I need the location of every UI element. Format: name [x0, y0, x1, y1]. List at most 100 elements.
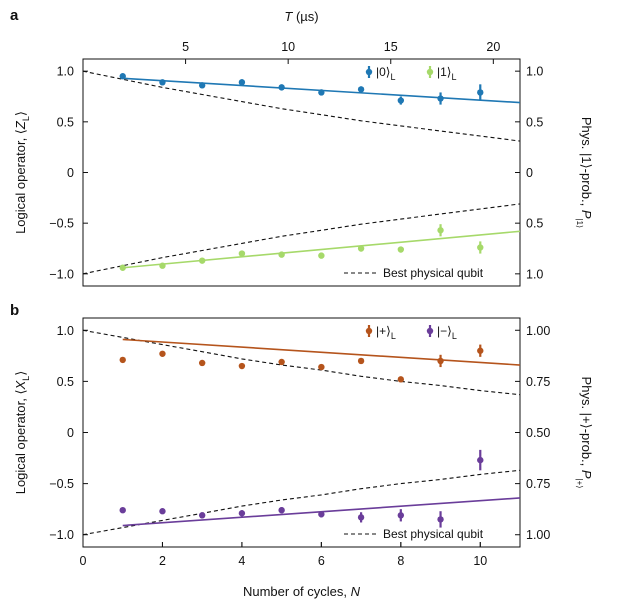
right-y-axis-label-text: Phys. |1⟩-prob., — [579, 117, 594, 210]
top-tick-label: 5 — [182, 40, 189, 54]
x-tick-label: 6 — [318, 554, 325, 568]
series-0-point — [437, 95, 444, 102]
series-1-point — [278, 506, 285, 514]
series-0-point — [159, 350, 166, 357]
y-axis-label-symbol: Z — [13, 120, 28, 130]
series-0-point — [119, 356, 126, 364]
right-y-axis-label-subscript: |+⟩ — [575, 479, 584, 489]
series-1-point — [357, 245, 365, 252]
series-0-point — [238, 79, 246, 86]
series-1-point — [159, 262, 166, 269]
right-y-tick-label: 0 — [526, 166, 533, 180]
right-y-tick-label: 0.5 — [526, 115, 543, 129]
series-0-point — [477, 347, 484, 354]
series-1-point — [238, 250, 246, 257]
series-0-point — [357, 86, 365, 93]
panel-b: b −1.0 −0.5 0 0.5 1.0 1.00 0.75 0.50 0.75 1.00 0 2 4 6… — [10, 302, 594, 599]
right-y-tick-label: 0.5 — [526, 217, 543, 231]
series-1-point — [357, 514, 365, 521]
right-y-axis-label-symbol: P — [579, 210, 594, 219]
series-1-point — [318, 252, 325, 259]
series-0-point — [318, 89, 325, 96]
series-0-point — [278, 84, 285, 91]
y-axis-label-text: Logical operator, ⟨ — [13, 129, 28, 234]
series-1-point — [159, 508, 166, 515]
x-tick-label: 0 — [80, 554, 87, 568]
y-axis-label: Logical operator, ⟨ZL⟩ — [13, 111, 31, 234]
series-0-point — [437, 357, 444, 365]
series-0-point — [397, 97, 405, 104]
x-tick-label: 2 — [159, 554, 166, 568]
legend-label: |−⟩L — [437, 324, 457, 341]
legend-label-subscript: L — [452, 331, 457, 341]
series-1-point — [477, 244, 484, 251]
x-tick-label: 4 — [238, 554, 245, 568]
series-1-point — [397, 512, 405, 519]
y-tick-label: 1.0 — [57, 65, 74, 79]
right-y-tick-label: 0.75 — [526, 477, 550, 491]
series-1-point — [278, 251, 285, 258]
series-1-point — [119, 506, 126, 514]
legend-label: |0⟩L — [376, 65, 396, 82]
y-axis-label-bracket: ⟩ — [13, 111, 28, 116]
top-tick-label: 15 — [384, 40, 398, 54]
physical-qubit-curve-lower — [82, 203, 521, 275]
y-axis-label-symbol: X — [13, 379, 28, 390]
y-tick-label: −0.5 — [49, 477, 74, 491]
legend-label-subscript: L — [391, 331, 396, 341]
y-tick-label: −0.5 — [49, 217, 74, 231]
y-tick-label: 1.0 — [57, 324, 74, 338]
legend-label-state: |+⟩ — [376, 324, 391, 338]
series-1-point — [437, 227, 444, 234]
x-axis-label-text: Number of cycles, — [243, 584, 351, 599]
right-y-axis-label-symbol: P — [579, 470, 594, 479]
legend-marker — [365, 68, 373, 76]
y-axis-label-subscript: L — [21, 376, 31, 381]
top-tick-label: 20 — [486, 40, 500, 54]
legend-physical-label: Best physical qubit — [383, 266, 484, 280]
legend-marker — [426, 327, 434, 335]
right-y-axis-label-text: Phys. |+⟩-prob., — [579, 377, 594, 470]
top-tick-label: 10 — [281, 40, 295, 54]
series-1-point — [477, 456, 484, 464]
x-axis-label-symbol: N — [351, 584, 361, 599]
series-1-point — [119, 264, 126, 271]
series-0-point — [119, 73, 126, 80]
y-tick-label: −1.0 — [49, 528, 74, 542]
series-1-fit-line — [122, 230, 521, 269]
series-0-point — [278, 358, 285, 366]
panel-letter: a — [10, 7, 19, 24]
right-y-tick-label: 0.50 — [526, 426, 550, 440]
series-0-point — [477, 89, 484, 96]
legend-label-state: |−⟩ — [437, 324, 452, 338]
y-tick-label: −1.0 — [49, 267, 74, 281]
y-axis-label-subscript: L — [21, 116, 31, 121]
right-y-tick-label: 1.0 — [526, 65, 543, 79]
right-y-axis-label: Phys. |1⟩-prob., P|1⟩ — [575, 117, 594, 228]
x-axis-label: Number of cycles, N — [243, 584, 361, 599]
top-axis-unit: (µs) — [292, 9, 318, 24]
series-1-point — [397, 246, 405, 253]
right-y-axis-label-subscript: |1⟩ — [575, 219, 584, 229]
right-y-tick-label: 1.0 — [526, 267, 543, 281]
series-1-point — [318, 511, 325, 518]
y-tick-label: 0.5 — [57, 375, 74, 389]
right-y-tick-label: 1.00 — [526, 528, 550, 542]
series-0-point — [198, 359, 206, 367]
legend-label-subscript: L — [390, 72, 395, 82]
series-0-fit-line — [122, 338, 521, 366]
series-0-point — [198, 82, 206, 89]
legend-label-state: |1⟩ — [437, 65, 451, 79]
top-axis-label: T (µs) — [284, 9, 318, 24]
y-tick-label: 0 — [67, 426, 74, 440]
legend-marker — [426, 68, 434, 76]
series-0-point — [238, 362, 246, 370]
top-axis-symbol: T — [284, 9, 293, 24]
series-0-point — [397, 376, 405, 383]
legend-label: |1⟩L — [437, 65, 457, 82]
x-tick-label: 10 — [473, 554, 487, 568]
panel-letter: b — [10, 302, 19, 319]
y-tick-label: 0 — [67, 166, 74, 180]
y-tick-label: 0.5 — [57, 115, 74, 129]
